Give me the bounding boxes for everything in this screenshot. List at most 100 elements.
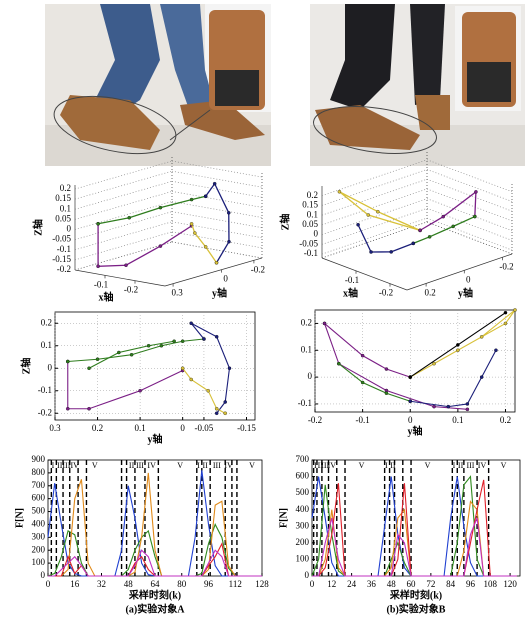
series-line — [88, 340, 175, 369]
grid-line — [171, 160, 263, 178]
y-tick-label: 0.2 — [41, 317, 52, 327]
series-line — [312, 517, 517, 577]
x-axis-label: 采样时刻(k) — [128, 588, 181, 601]
grid-line — [426, 198, 513, 231]
point — [494, 348, 498, 353]
trajectory — [419, 190, 477, 231]
grid-line — [74, 180, 173, 210]
phase-label: I — [52, 461, 55, 470]
point — [456, 343, 460, 347]
series-line — [311, 476, 517, 577]
trajectory — [97, 195, 206, 225]
z-tick-label: -0.05 — [299, 238, 318, 248]
x-tick-label: 12 — [327, 579, 336, 589]
point — [432, 404, 436, 409]
x-tick-label: 0 — [408, 415, 413, 425]
phase-label: III — [62, 461, 70, 470]
caption: (a)实验对象A — [126, 602, 186, 615]
y-tick-label: 0 — [48, 362, 53, 372]
axis-line — [426, 221, 513, 255]
point — [180, 339, 185, 343]
point — [117, 350, 121, 355]
grid-line — [74, 191, 173, 220]
point — [158, 205, 163, 210]
photo-a — [45, 4, 271, 166]
grid-line — [426, 169, 513, 202]
y-tick-label: 100 — [32, 557, 46, 567]
point — [193, 231, 197, 235]
x-tick-label: -0.2 — [124, 285, 138, 295]
y-tick-label: 0 — [466, 274, 471, 284]
series-line — [48, 549, 262, 577]
point — [87, 406, 91, 411]
y-tick-label: -0.1 — [38, 385, 52, 395]
grid-line — [321, 178, 428, 216]
x-tick-label: 16 — [70, 579, 80, 589]
y-tick-label: 0.1 — [301, 344, 312, 354]
z-tick-label: 0.15 — [302, 200, 318, 210]
grid-line — [171, 211, 263, 228]
point — [411, 241, 416, 246]
grid-line — [426, 159, 513, 193]
grid-line — [171, 191, 263, 208]
point — [87, 366, 91, 370]
point — [214, 406, 219, 411]
phase-label: II — [202, 461, 208, 470]
z-tick-label: 0.2 — [307, 190, 318, 200]
z-tick-label: -0.05 — [52, 234, 71, 244]
z-tick-label: 0 — [67, 224, 72, 234]
x-tick-label: 0.2 — [500, 415, 511, 425]
z-tick-label: -0.1 — [304, 248, 318, 258]
point — [124, 263, 128, 267]
z-tick-label: -0.2 — [57, 264, 71, 274]
x-axis-label: y轴 — [148, 432, 163, 445]
x-tick-label: 120 — [503, 579, 517, 589]
y-tick-label: 300 — [296, 520, 310, 530]
grid-line — [74, 160, 173, 190]
y-tick-label: 500 — [32, 506, 46, 516]
y-axis-label: F[N] — [278, 508, 289, 528]
x-tick-label: 0 — [46, 579, 51, 589]
phase-label: I — [197, 461, 200, 470]
x-tick-label: 0 — [310, 579, 315, 589]
x-tick-label: 128 — [255, 579, 269, 589]
point — [408, 375, 412, 379]
phase-label: II — [390, 461, 396, 470]
y-tick-label: 600 — [32, 493, 46, 503]
x-tick-label: 0.1 — [134, 423, 145, 433]
phase-label: IV — [328, 461, 337, 470]
point — [360, 380, 365, 385]
phase-label: I — [385, 461, 388, 470]
point — [441, 214, 445, 219]
x-tick-label: 84 — [446, 579, 456, 589]
phase-label: IV — [478, 461, 487, 470]
grid-line — [74, 170, 173, 200]
x-tick-label: 0.1 — [452, 415, 463, 425]
point — [146, 343, 151, 348]
point — [366, 213, 371, 217]
y-tick-label: 0.1 — [41, 340, 52, 350]
axis-line — [406, 253, 513, 291]
grid-line — [74, 231, 173, 261]
phase-label: IV — [147, 461, 156, 470]
point — [384, 367, 389, 371]
grid-line — [171, 221, 263, 239]
grid-line — [171, 170, 263, 188]
grid-line — [74, 241, 173, 271]
series-line — [311, 475, 517, 577]
y-tick-label: 500 — [296, 487, 310, 497]
phase-label: I — [453, 461, 456, 470]
grid-line — [426, 208, 513, 241]
point — [223, 411, 227, 415]
z-tick-label: 0 — [314, 229, 319, 239]
phase-label: V — [177, 461, 183, 470]
x-tick-label: 48 — [124, 579, 134, 589]
point — [432, 361, 436, 366]
x-tick-label: 0 — [180, 423, 185, 433]
x-tick-label: 112 — [229, 579, 242, 589]
trajectory — [339, 191, 421, 231]
point — [189, 197, 194, 202]
point — [369, 250, 373, 254]
phase-label: V — [359, 461, 365, 470]
point — [384, 391, 389, 395]
